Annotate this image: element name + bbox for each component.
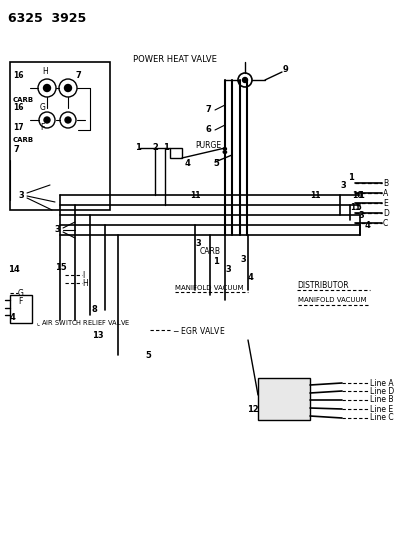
Text: H: H xyxy=(42,68,48,77)
Text: 16: 16 xyxy=(13,103,24,112)
Text: DISTRIBUTOR: DISTRIBUTOR xyxy=(297,280,348,289)
Circle shape xyxy=(242,77,248,83)
Text: 11: 11 xyxy=(190,190,200,199)
Text: 5: 5 xyxy=(213,158,219,167)
Circle shape xyxy=(64,85,71,92)
Text: Line E: Line E xyxy=(370,405,393,414)
Text: 12: 12 xyxy=(247,406,259,415)
Text: 6325  3925: 6325 3925 xyxy=(8,12,86,25)
Text: 17: 17 xyxy=(13,123,24,132)
Text: F: F xyxy=(18,297,22,306)
Text: G: G xyxy=(18,288,24,297)
Text: 1: 1 xyxy=(348,174,354,182)
Text: 5: 5 xyxy=(145,351,151,359)
Circle shape xyxy=(44,85,51,92)
Text: B: B xyxy=(383,179,388,188)
Text: 10: 10 xyxy=(352,191,362,200)
Text: 4: 4 xyxy=(365,222,371,230)
Text: MANIFOLD VACUUM: MANIFOLD VACUUM xyxy=(175,285,244,291)
Text: CARB: CARB xyxy=(13,137,34,143)
Text: 8: 8 xyxy=(222,148,228,157)
Bar xyxy=(10,62,110,210)
Text: 7: 7 xyxy=(205,106,211,115)
Text: 1: 1 xyxy=(213,257,219,266)
Bar xyxy=(170,148,182,158)
Text: 4: 4 xyxy=(185,158,191,167)
Bar xyxy=(258,378,310,420)
Text: 5: 5 xyxy=(355,203,361,212)
Text: F: F xyxy=(40,123,44,132)
Text: 3: 3 xyxy=(54,225,60,235)
Text: 1: 1 xyxy=(358,190,364,199)
Text: C: C xyxy=(383,219,388,228)
Text: 11: 11 xyxy=(310,190,321,199)
Circle shape xyxy=(44,117,50,123)
Text: MANIFOLD VACUUM: MANIFOLD VACUUM xyxy=(298,297,367,303)
Text: 3: 3 xyxy=(340,182,346,190)
Text: 4: 4 xyxy=(248,273,254,282)
Text: Line B: Line B xyxy=(370,395,393,405)
Text: 11: 11 xyxy=(350,203,361,212)
Text: 1: 1 xyxy=(163,143,169,152)
Text: 3: 3 xyxy=(195,238,201,247)
Circle shape xyxy=(65,117,71,123)
Text: 3: 3 xyxy=(18,190,24,199)
Text: 1: 1 xyxy=(135,143,141,152)
Text: I: I xyxy=(82,271,84,279)
Text: 7: 7 xyxy=(76,70,82,79)
Text: CARB: CARB xyxy=(13,97,34,103)
Text: 6: 6 xyxy=(205,125,211,134)
Text: 15: 15 xyxy=(55,263,67,272)
Text: 16: 16 xyxy=(13,70,24,79)
Text: 13: 13 xyxy=(92,330,104,340)
Text: G: G xyxy=(40,103,46,112)
Text: D: D xyxy=(383,208,389,217)
Text: PURGE: PURGE xyxy=(195,141,221,149)
Text: 3: 3 xyxy=(240,255,246,264)
Text: 3: 3 xyxy=(358,212,364,221)
Text: Line A: Line A xyxy=(370,378,394,387)
Text: 14: 14 xyxy=(8,265,20,274)
Text: Line D: Line D xyxy=(370,386,394,395)
Text: $\llcorner$ AIR SWITCH RELIEF VALVE: $\llcorner$ AIR SWITCH RELIEF VALVE xyxy=(36,318,131,328)
Bar xyxy=(10,295,32,323)
Text: H: H xyxy=(82,279,88,287)
Text: 4: 4 xyxy=(10,313,16,322)
Text: 9: 9 xyxy=(283,66,289,75)
Text: 3: 3 xyxy=(225,265,231,274)
Text: A: A xyxy=(383,189,388,198)
Text: $-$ EGR VALVE: $-$ EGR VALVE xyxy=(172,325,226,335)
Text: 7: 7 xyxy=(13,146,19,155)
Text: 8: 8 xyxy=(92,305,98,314)
Text: Line C: Line C xyxy=(370,414,394,423)
Text: E: E xyxy=(383,198,388,207)
Text: CARB: CARB xyxy=(200,247,221,256)
Text: 2: 2 xyxy=(152,143,158,152)
Text: POWER HEAT VALVE: POWER HEAT VALVE xyxy=(133,55,217,64)
